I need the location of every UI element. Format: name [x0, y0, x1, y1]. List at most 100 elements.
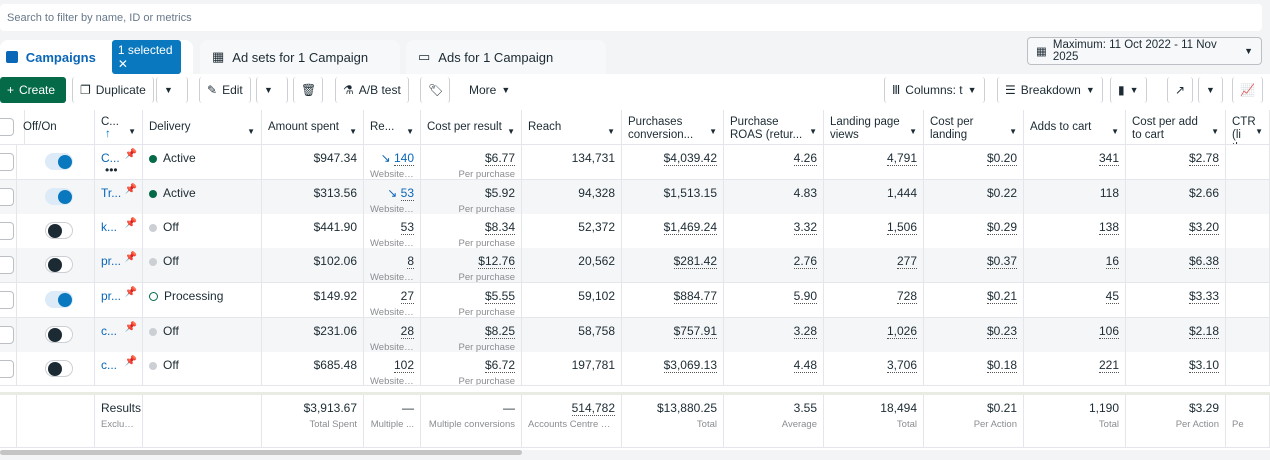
on-off-toggle[interactable] [45, 256, 73, 273]
on-off-toggle[interactable] [45, 326, 73, 343]
column-header[interactable]: Landing page views ▼ [824, 110, 924, 144]
pin-icon[interactable]: 📌 [124, 184, 137, 195]
row-checkbox-cell[interactable] [0, 180, 17, 214]
pin-icon[interactable]: 📌 [124, 356, 137, 367]
toggle-cell[interactable] [17, 283, 95, 317]
sort-caret-icon[interactable]: ▼ [406, 127, 414, 136]
on-off-toggle[interactable] [45, 188, 73, 205]
campaign-name-link[interactable]: pr... [101, 254, 122, 268]
sort-caret-icon[interactable]: ▼ [349, 127, 357, 136]
toggle-cell[interactable] [17, 248, 95, 282]
row-checkbox-cell[interactable] [0, 214, 17, 248]
column-header[interactable]: Re... ▼ [364, 110, 421, 144]
campaign-name-cell[interactable]: c... 📌 [95, 352, 143, 385]
column-header[interactable]: Adds to cart ▼ [1024, 110, 1126, 144]
results-cell[interactable]: 53 Website ... [364, 214, 421, 248]
results-cell[interactable]: ↘ 53 Website ... [364, 180, 421, 214]
sort-caret-icon[interactable]: ▼ [247, 127, 255, 136]
pin-icon[interactable]: 📌 [124, 149, 137, 160]
sort-caret-icon[interactable]: ▼ [1111, 127, 1119, 136]
duplicate-dropdown[interactable]: ▼ [156, 77, 188, 103]
results-cell[interactable]: 27 Website ... [364, 283, 421, 317]
toggle-cell[interactable] [17, 180, 95, 214]
campaign-name-cell[interactable]: pr... 📌 [95, 283, 143, 317]
campaign-name-link[interactable]: Tr... [101, 186, 122, 200]
sort-caret-icon[interactable]: ▼ [1009, 127, 1017, 136]
toggle-cell[interactable] [17, 145, 95, 179]
column-header[interactable]: C... ▼ ↑ [95, 110, 143, 144]
tab-adsets[interactable]: ▦ Ad sets for 1 Campaign [200, 40, 400, 74]
sort-caret-icon[interactable]: ▼ [1255, 127, 1263, 136]
campaign-name-link[interactable]: c... [101, 324, 118, 338]
campaign-name-link[interactable]: k... [101, 220, 118, 234]
row-checkbox[interactable] [0, 188, 14, 206]
sort-caret-icon[interactable]: ▼ [607, 127, 615, 136]
campaign-name-link[interactable]: pr... [101, 289, 122, 303]
tab-ads[interactable]: ▭ Ads for 1 Campaign [406, 40, 606, 74]
reports-button[interactable]: ▮ ▼ [1110, 77, 1147, 103]
toggle-cell[interactable] [17, 352, 95, 385]
row-checkbox[interactable] [0, 153, 14, 171]
more-icon[interactable]: ••• [105, 163, 118, 177]
on-off-toggle[interactable] [45, 291, 73, 308]
row-checkbox[interactable] [0, 291, 14, 309]
date-range-picker[interactable]: ▦ Maximum: 11 Oct 2022 - 11 Nov 2025 ▼ [1027, 37, 1262, 65]
chart-button[interactable]: 📈 [1232, 77, 1263, 103]
toggle-cell[interactable] [17, 318, 95, 352]
column-header[interactable]: Delivery ▼ [143, 110, 262, 144]
pin-icon[interactable]: 📌 [124, 287, 137, 298]
delete-button[interactable]: 🗑 [293, 77, 323, 103]
more-button[interactable]: More ▼ [469, 83, 511, 97]
tag-button[interactable]: 🏷 [420, 77, 450, 103]
campaign-name-link[interactable]: C... [101, 151, 120, 165]
row-checkbox-cell[interactable] [0, 318, 17, 352]
column-header[interactable]: Cost per add to cart ▼ [1126, 110, 1226, 144]
column-header[interactable] [0, 110, 25, 144]
export-button[interactable]: ↗ [1167, 77, 1194, 103]
results-cell[interactable]: ↘ 140 Website ... [364, 145, 421, 179]
edit-dropdown[interactable]: ▼ [256, 77, 288, 103]
column-header[interactable]: Cost per landing page...▼ [924, 110, 1024, 144]
create-button[interactable]: + Create [0, 77, 66, 103]
search-input[interactable]: Search to filter by name, ID or metrics [0, 4, 1262, 31]
row-checkbox[interactable] [0, 326, 14, 344]
column-header[interactable]: Off/On [17, 110, 95, 144]
column-header[interactable]: Amount spent ▼ [262, 110, 364, 144]
campaign-name-link[interactable]: c... [101, 358, 118, 372]
select-all-checkbox[interactable] [0, 118, 14, 136]
duplicate-button[interactable]: ❐ Duplicate [72, 77, 154, 103]
campaign-name-cell[interactable]: C... 📌 ••• [95, 145, 143, 179]
campaign-name-cell[interactable]: c... 📌 [95, 318, 143, 352]
sort-caret-icon[interactable]: ▼ [128, 127, 136, 136]
on-off-toggle[interactable] [45, 153, 73, 170]
row-checkbox[interactable] [0, 360, 14, 378]
toggle-cell[interactable] [17, 214, 95, 248]
pin-icon[interactable]: 📌 [124, 218, 137, 229]
campaign-name-cell[interactable]: pr... 📌 [95, 248, 143, 282]
results-cell[interactable]: 102 Website ... [364, 352, 421, 385]
columns-button[interactable]: Ⅲ Columns: t ▼ [884, 77, 985, 103]
edit-button[interactable]: ✎ Edit [199, 77, 251, 103]
results-cell[interactable]: 28 Website ... [364, 318, 421, 352]
column-header[interactable]: Reach ▼ [522, 110, 622, 144]
row-checkbox-cell[interactable] [0, 283, 17, 317]
column-header[interactable]: Purchase ROAS (retur... ▼ [724, 110, 824, 144]
row-checkbox[interactable] [0, 256, 14, 274]
breakdown-button[interactable]: ☰ Breakdown ▼ [997, 77, 1103, 103]
pin-icon[interactable]: 📌 [124, 252, 137, 263]
sort-caret-icon[interactable]: ▼ [809, 127, 817, 136]
export-dropdown[interactable]: ▼ [1198, 77, 1223, 103]
sort-caret-icon[interactable]: ▼ [909, 127, 917, 136]
column-header[interactable]: CTR (li throug▼ [1226, 110, 1270, 144]
horizontal-scrollbar[interactable] [0, 450, 522, 455]
sort-caret-icon[interactable]: ▼ [709, 127, 717, 136]
sort-caret-icon[interactable]: ▼ [507, 127, 515, 136]
ab-test-button[interactable]: ⚗ A/B test [335, 77, 409, 103]
column-header[interactable]: Purchases conversion... ▼ [622, 110, 724, 144]
close-icon[interactable]: ✕ [117, 57, 128, 71]
tab-campaigns[interactable]: Campaigns 1 selected ✕ [0, 40, 193, 74]
on-off-toggle[interactable] [45, 222, 73, 239]
selected-badge[interactable]: 1 selected ✕ [111, 40, 181, 74]
row-checkbox[interactable] [0, 222, 14, 240]
campaign-name-cell[interactable]: Tr... 📌 [95, 180, 143, 214]
